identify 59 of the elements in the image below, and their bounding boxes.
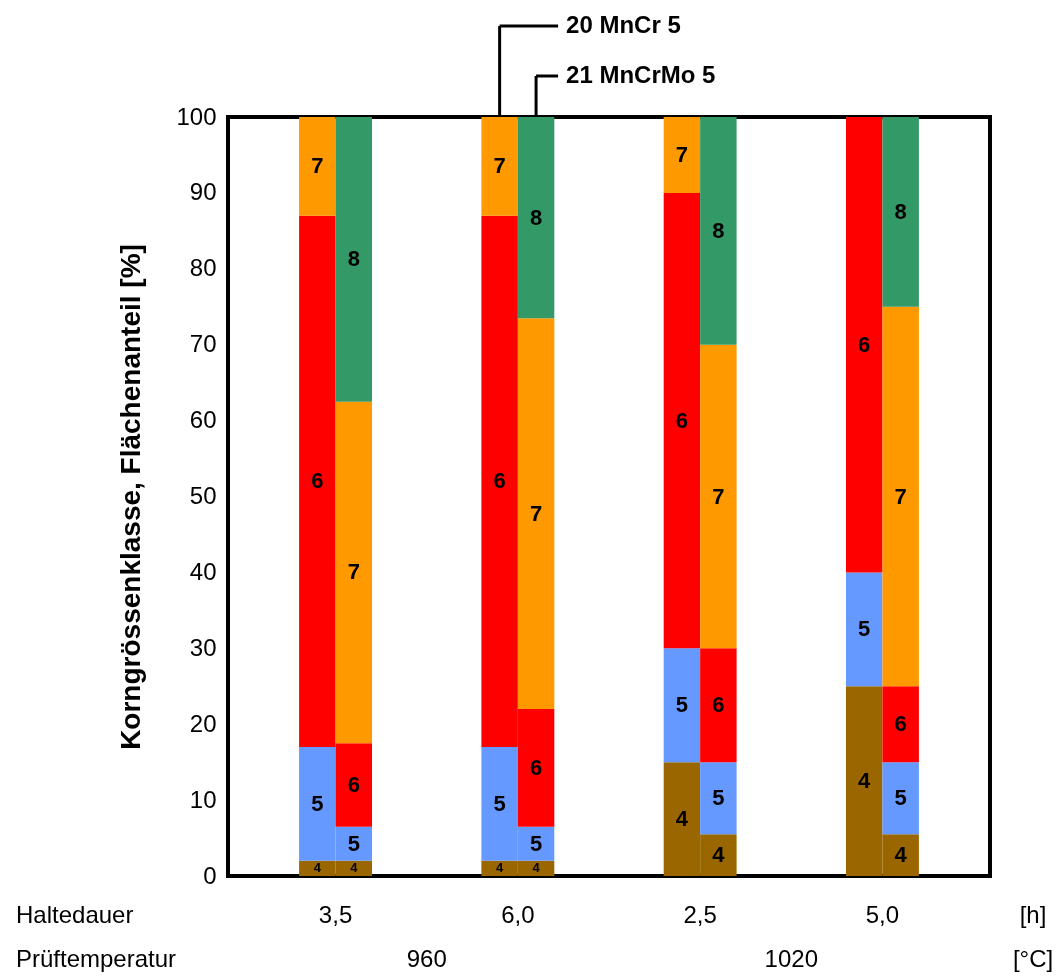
text: 8: [347, 246, 360, 272]
text: 3,5: [318, 901, 353, 928]
series-label: 5: [347, 830, 360, 856]
text: 4: [894, 842, 907, 868]
text: 7: [675, 141, 689, 167]
text: 6: [675, 407, 689, 433]
y-tick-label: 80: [189, 254, 217, 282]
text: 5: [529, 830, 543, 856]
text: 6: [311, 468, 324, 494]
text: 5: [894, 785, 907, 811]
y-tick-label: 100: [176, 102, 217, 130]
y-tick-label: 90: [189, 178, 217, 206]
y-tick-label: 30: [189, 633, 217, 661]
y-tick-label: 50: [189, 482, 217, 509]
text: 4: [350, 860, 358, 876]
y-axis-title: Korngrössenklasse, Flächenanteil [%]: [115, 244, 147, 750]
text: 6: [894, 711, 907, 737]
series-label: 7: [529, 500, 543, 526]
text: 2,5: [683, 901, 717, 928]
text: 6: [347, 771, 360, 797]
y-tick-label: 40: [189, 557, 217, 585]
text: 8: [712, 217, 725, 243]
text: 5,0: [865, 901, 900, 928]
text: 7: [894, 483, 907, 509]
text: 5: [493, 790, 506, 816]
text: 6: [858, 331, 871, 357]
text: 20 MnCr 5: [566, 11, 681, 38]
text: [°C]: [1012, 945, 1054, 972]
text: Haltedauer: [16, 901, 134, 928]
text: 6: [712, 692, 725, 718]
text: 4: [532, 860, 540, 876]
text: 4: [496, 860, 504, 876]
text: 5: [712, 785, 725, 811]
series-label: 6: [529, 754, 543, 780]
y-tick-label: 70: [189, 330, 217, 358]
text: 5: [858, 616, 871, 642]
text: 5: [311, 790, 324, 816]
text: Prüftemperatur: [16, 945, 177, 972]
text: 4: [858, 768, 871, 794]
text: 21 MnCrMo 5: [566, 61, 716, 88]
text: 4: [675, 806, 689, 832]
text: 5: [675, 692, 689, 718]
text: 6,0: [501, 901, 535, 928]
series-label: 4: [313, 860, 322, 876]
y-tick-label: 20: [189, 709, 217, 737]
series-label: 8: [529, 204, 543, 230]
text: 960: [406, 945, 447, 972]
text: [h]: [1019, 901, 1047, 928]
text: 8: [894, 198, 907, 224]
text: 7: [347, 559, 360, 585]
text: 6: [493, 468, 506, 494]
text: 1020: [764, 945, 818, 972]
text: 7: [493, 153, 506, 179]
y-tick-label: 0: [203, 861, 217, 889]
text: 4: [712, 842, 725, 868]
y-tick-label: 60: [189, 406, 217, 434]
text: 7: [311, 153, 324, 179]
text: 7: [712, 483, 725, 509]
y-tick-label: 10: [189, 785, 217, 813]
